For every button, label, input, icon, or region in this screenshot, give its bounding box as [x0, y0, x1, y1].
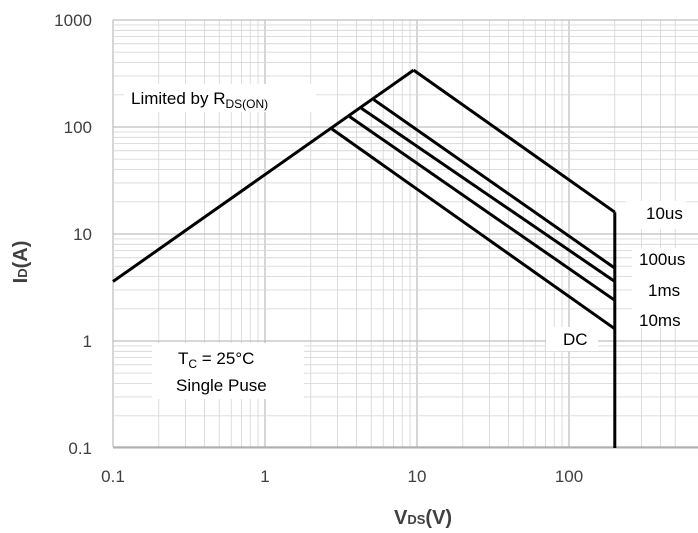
y-tick-label: 1000: [54, 11, 92, 30]
y-tick-label: 100: [64, 118, 92, 137]
annotation-background: [124, 84, 316, 112]
label-100us: 100us: [639, 250, 685, 269]
label-10ms: 10ms: [639, 311, 681, 330]
annotation-background: [626, 201, 686, 229]
series-lines: [112, 68, 617, 448]
series-10ms-line: [348, 115, 616, 302]
y-tick-label: 0.1: [68, 439, 92, 458]
x-tick-label: 1: [260, 467, 269, 486]
annotation-background: [632, 248, 698, 328]
x-axis-title: VDS(V): [394, 507, 452, 529]
label-dc: DC: [563, 330, 588, 349]
x-tick-label: 100: [555, 467, 583, 486]
x-tick-label: 0.1: [101, 467, 125, 486]
series-dc-line: [330, 127, 616, 331]
annotation-background: [546, 327, 598, 351]
rds-on-limit-label: Limited by RDS(ON): [131, 89, 268, 111]
y-tick-label: 1: [83, 332, 92, 351]
y-tick-label: 10: [73, 225, 92, 244]
tick-labels: 0.1 1 10 100 0.1 1 10 100 1000: [54, 11, 583, 486]
y-axis-title: ID(A): [10, 241, 32, 284]
label-10us: 10us: [646, 204, 683, 223]
single-pulse-label: Single Puse: [176, 376, 267, 395]
label-1ms: 1ms: [648, 281, 680, 300]
annotation-background: [152, 343, 304, 399]
series-1ms-line: [360, 106, 616, 283]
series-100us-line: [372, 98, 616, 270]
series-limited-by-rds-on-line: [112, 68, 415, 283]
annotation-boxes: [124, 84, 698, 399]
x-tick-label: 10: [408, 467, 427, 486]
case-temperature-label: TC = 25°C: [178, 349, 254, 371]
series-10us-line: [412, 68, 616, 214]
